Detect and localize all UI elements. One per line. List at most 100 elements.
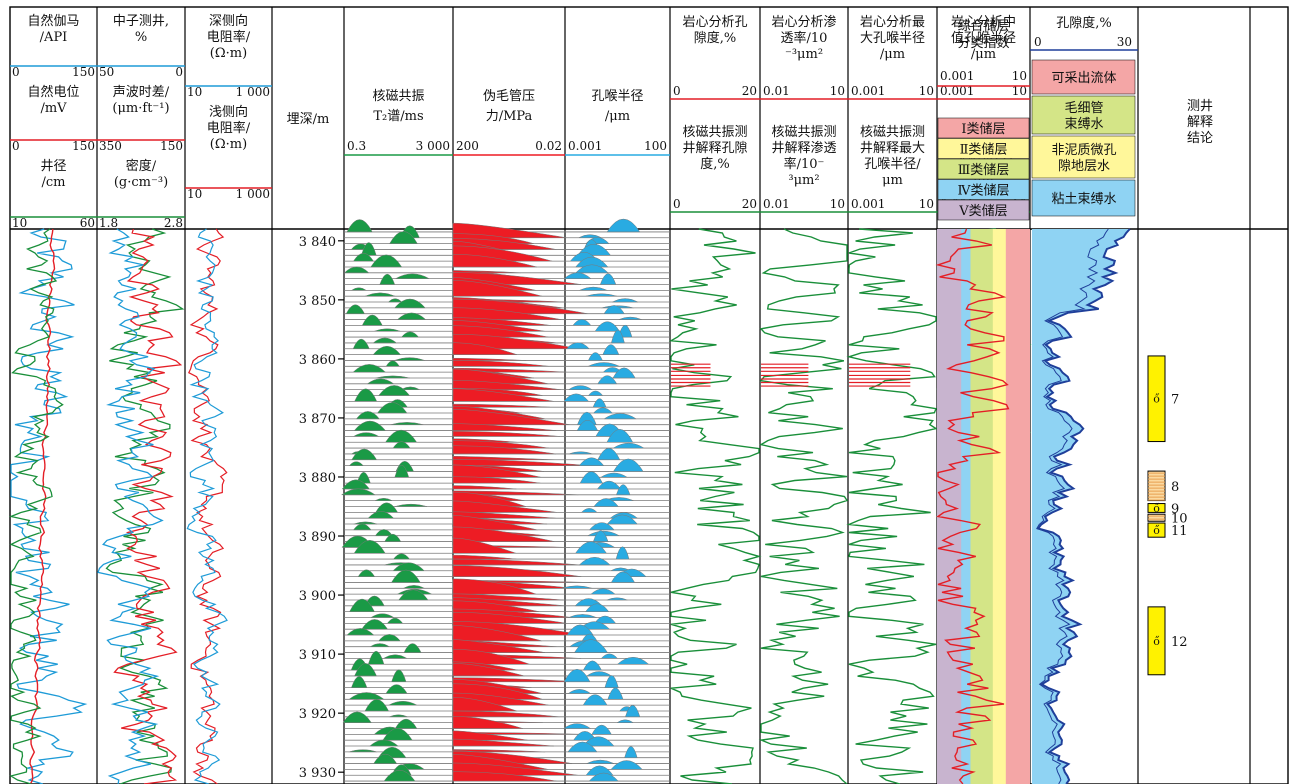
nmr-peak (389, 714, 408, 718)
nmr-peak (392, 553, 411, 560)
nmr-peak (372, 337, 398, 344)
depth-tick-label: 3 850 (299, 294, 336, 309)
conclusion-layer-11 (1147, 522, 1166, 538)
pc-peak (452, 490, 579, 496)
throat-peak (592, 530, 609, 542)
nmr-peak (348, 692, 385, 700)
throat-peak (567, 741, 598, 753)
nmr-peak (391, 669, 407, 683)
throat-peak (573, 639, 609, 653)
reservoir-index-label: 分类指数 (957, 36, 1009, 51)
track2-scale-min: 10 (187, 85, 202, 99)
pc-peak (452, 342, 518, 355)
pc-peak (452, 537, 517, 554)
track1-scale-max: 2.8 (164, 216, 183, 230)
nmr-peak (373, 753, 398, 764)
pc-peak (452, 360, 550, 367)
nmr-peak (370, 254, 403, 268)
nmr-peak (349, 598, 375, 612)
nmr-peak (384, 533, 402, 542)
conclusion-layer-10 (1147, 513, 1166, 522)
depth-tick-label: 3 880 (299, 471, 336, 486)
throat-peak (615, 546, 630, 560)
pc-peak (452, 254, 537, 268)
nmr-peak (389, 231, 418, 244)
nmr-peak (346, 628, 375, 636)
throat-peak (568, 451, 593, 455)
nmr-peak (353, 420, 387, 431)
throat-peak (597, 375, 618, 385)
track1-curve-unit: (μm·ft⁻¹) (112, 101, 169, 116)
throat-peak (592, 407, 613, 414)
nmr-peak (361, 619, 389, 630)
throat-peak (606, 218, 641, 233)
track2-scale-min: 10 (187, 187, 202, 201)
porosity-core-min: 0 (673, 84, 681, 98)
oil-symbol: ő (1153, 502, 1160, 515)
conclusion-layer-number: 9 (1171, 502, 1179, 517)
fluid-component-label: 毛细管 (1064, 101, 1103, 116)
max_throat-core-label: 岩心分析最 (860, 15, 925, 30)
conclusion-label: 测井 (1187, 99, 1213, 114)
nmr-peak (367, 650, 385, 665)
throat-peak (612, 442, 645, 449)
track0-scale-min: 0 (12, 139, 20, 153)
pc-peak (452, 554, 517, 560)
fluid-porosity-label: 孔隙度,% (1056, 15, 1112, 31)
pc-peak (452, 500, 557, 513)
depth-tick-label: 3 900 (299, 589, 336, 604)
throat-peak (575, 541, 608, 554)
fluid-component-label: 粘土束缚水 (1051, 191, 1116, 207)
throat-peak (600, 653, 619, 659)
nmr-peak (365, 292, 396, 297)
pc-peak (452, 762, 579, 776)
permeability-log-label: 井解释渗透 (771, 141, 836, 156)
conclusion-layer-number: 10 (1171, 512, 1188, 527)
nmr-peak (386, 617, 404, 624)
pc-peak (452, 464, 542, 478)
nmr-peak (343, 266, 370, 274)
nmr-peak (342, 711, 372, 723)
nmr-peak (356, 472, 371, 484)
reservoir-class-band (937, 229, 962, 784)
nmr_t2-scale-max: 3 000 (416, 139, 450, 153)
pc-peak (452, 663, 525, 677)
pc-peak (452, 515, 538, 531)
track1-curve-label: 声波时差/ (113, 85, 170, 100)
throat-peak (599, 472, 629, 478)
track1-curve-label: 中子测井, (113, 14, 169, 29)
throat-peak (585, 293, 618, 297)
nmr-peak (351, 676, 368, 688)
permeability-core-label: ⁻³μm² (785, 47, 823, 62)
nmr-peak (375, 375, 410, 379)
nmr-peak (385, 360, 400, 367)
nmr-peak (348, 749, 378, 753)
nmr-peak (345, 304, 365, 314)
nmr-peak (385, 429, 418, 443)
throat-peak (616, 484, 631, 496)
track1-scale-min: 1.8 (99, 216, 118, 230)
throat-peak (607, 687, 624, 700)
oil-symbol: ő (1153, 524, 1160, 537)
pc-peak (452, 649, 530, 665)
throat-peak (587, 390, 604, 396)
conclusion-layer-7 (1147, 355, 1166, 443)
nmr-unit: T₂谱/ms (373, 109, 423, 124)
pc-peak (452, 388, 554, 402)
nmr-peak (340, 488, 376, 496)
fluid-component-label: 可采出流体 (1051, 71, 1116, 86)
fluid-component-swatch (1031, 179, 1136, 217)
nmr-peak (354, 663, 377, 677)
nmr-peak (361, 242, 377, 256)
nmr-peak (348, 461, 364, 466)
permeability-log-max: 10 (830, 197, 845, 211)
track0-curve-unit: /API (40, 30, 68, 45)
pc-peak (452, 639, 546, 653)
track2-curve-label: 深侧向 (209, 13, 248, 29)
shallow-res-curve (188, 228, 228, 784)
throat-peak (563, 393, 590, 402)
interpretation-curve-0 (668, 228, 762, 784)
permeability-core-min: 0.01 (763, 84, 790, 98)
nmr-peak (354, 388, 378, 402)
fluid-component-label: 非泥质微孔 (1051, 143, 1116, 158)
